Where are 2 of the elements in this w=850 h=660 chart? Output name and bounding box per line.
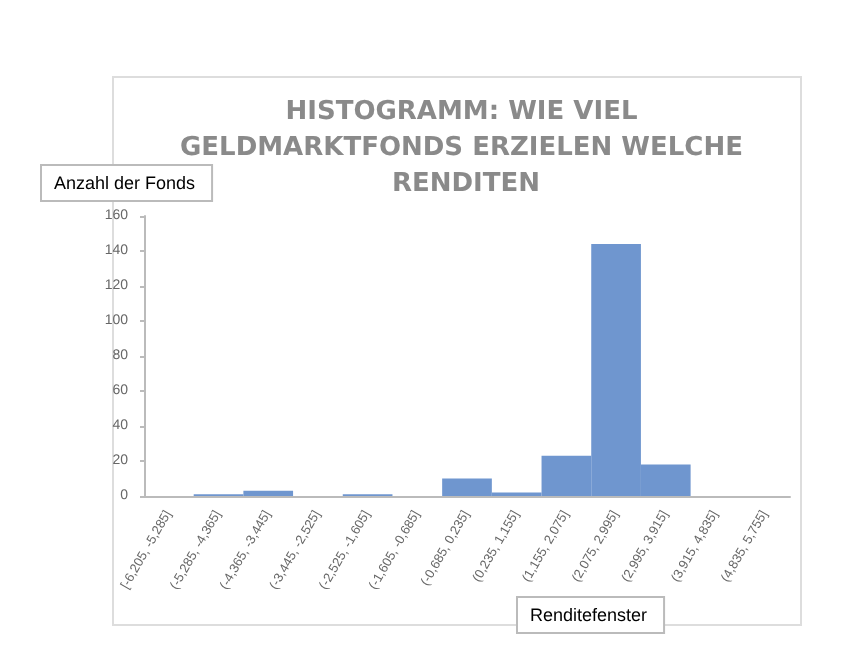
y-axis-title: Anzahl der Fonds [54,173,197,193]
x-axis-title: Renditefenster [530,605,648,625]
